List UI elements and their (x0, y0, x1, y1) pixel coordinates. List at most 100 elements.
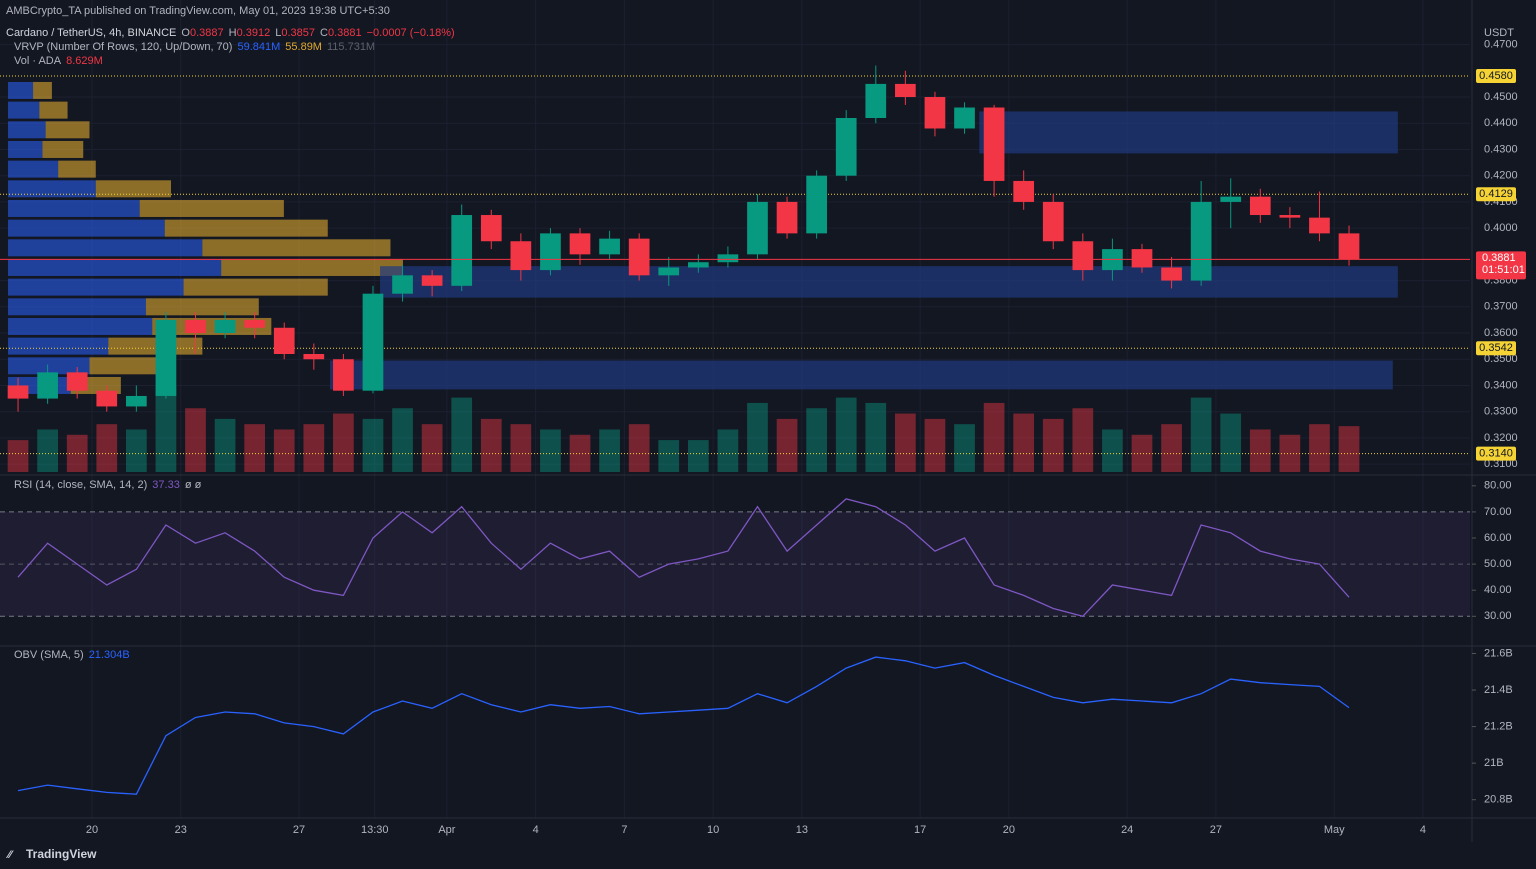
vrvp-down (42, 140, 84, 158)
level-label: 0.4580 (1479, 70, 1513, 82)
last-price-bg (1476, 251, 1526, 280)
candle-body (273, 327, 295, 354)
ohlc-value: 0.3857 (281, 27, 315, 39)
y-tick-label: 21B (1484, 757, 1504, 769)
y-tick-label: 30.00 (1484, 610, 1512, 622)
vrvp-up (8, 81, 34, 99)
candle-body (1131, 249, 1153, 268)
candle-body (1161, 267, 1182, 281)
candle-body (1338, 233, 1360, 260)
zone (330, 360, 1393, 390)
volume-bar (540, 429, 561, 472)
volume-name: Vol · ADA (14, 55, 62, 67)
y-tick-label: 0.3300 (1484, 406, 1518, 418)
ohlc-value: 0.3912 (237, 27, 271, 39)
candle-body (1013, 180, 1035, 202)
volume-bar (214, 418, 236, 472)
y-tick-label: 0.3200 (1484, 432, 1518, 444)
vrvp-up (8, 101, 40, 119)
vrvp-up (8, 258, 222, 276)
vrvp-down (58, 160, 96, 178)
volume-bar (1249, 429, 1271, 472)
x-tick-label: 23 (175, 824, 187, 836)
y-tick-label: 0.4500 (1484, 91, 1518, 103)
countdown: 01:51:01 (1482, 264, 1525, 276)
vrvp-down (45, 121, 90, 139)
candle-body (569, 233, 591, 255)
y-tick-label: 60.00 (1484, 532, 1512, 544)
candle-body (37, 372, 58, 399)
x-tick-label: 27 (1210, 824, 1222, 836)
candle-body (1279, 215, 1301, 218)
vrvp-up (8, 278, 184, 296)
volume-bar (1279, 434, 1301, 472)
legend-row: OBV (SMA, 5) 21.304B (14, 649, 130, 661)
candle-body (303, 354, 325, 360)
y-tick-label: 40.00 (1484, 584, 1512, 596)
candle-body (776, 201, 798, 234)
volume-bar (126, 429, 147, 472)
candle-body (1220, 196, 1242, 202)
candle-body (983, 107, 1005, 181)
volume-bar (658, 440, 680, 472)
candle-body (244, 319, 266, 328)
volume-bar (510, 424, 532, 472)
volume-bar (569, 434, 591, 472)
vrvp-up (8, 199, 140, 217)
x-tick-label: 4 (1420, 824, 1426, 836)
vrvp-down (89, 357, 159, 375)
ohlc-key: L (275, 27, 281, 39)
volume-bar (806, 408, 827, 472)
line (17, 656, 1350, 795)
y-tick-label: 20.8B (1484, 794, 1513, 806)
vrvp-up-label: 59.841M (237, 41, 280, 53)
x-tick-label: Apr (438, 824, 455, 836)
candle-body (362, 293, 384, 391)
y-tick-label: 0.4200 (1484, 170, 1518, 182)
candle-body (66, 372, 88, 391)
candle-body (392, 275, 413, 294)
x-tick-label: 7 (621, 824, 627, 836)
volume-bar (451, 397, 473, 472)
vrvp-up (8, 180, 96, 198)
candle-body (717, 254, 739, 263)
legend-row: Cardano / TetherUS, 4h, BINANCE O0.3887 H0… (6, 27, 455, 39)
vrvp-down (202, 239, 391, 257)
candle-body (185, 319, 206, 334)
volume-bar (747, 402, 768, 472)
x-tick-label: 27 (293, 824, 305, 836)
ohlc-value: 0.3881 (328, 27, 362, 39)
x-tick-label: 17 (914, 824, 926, 836)
vrvp-down (108, 337, 203, 355)
candle-body (155, 319, 177, 396)
vrvp-down (33, 81, 52, 99)
level-label: 0.4129 (1479, 188, 1513, 200)
vrvp-down (221, 258, 403, 276)
candle-body (747, 201, 768, 255)
candle-body (540, 233, 561, 271)
volume-last: 8.629M (66, 55, 103, 67)
volume-bar (717, 429, 739, 472)
publish-note: AMBCrypto_TA published on TradingView.co… (6, 5, 390, 17)
candle-body (1309, 217, 1330, 234)
y-tick-label: 0.3600 (1484, 327, 1518, 339)
vrvp-name: VRVP (Number Of Rows, 120, Up/Down, 70) (14, 41, 232, 53)
candle-body (1249, 196, 1271, 216)
vrvp-up (8, 337, 109, 355)
x-tick-label: 20 (1003, 824, 1015, 836)
indicator-value: 37.33 (152, 479, 180, 491)
level-label-bg (1476, 69, 1516, 84)
y-tick-label: 0.3500 (1484, 353, 1518, 365)
volume-bar (1013, 413, 1035, 472)
volume-bar (362, 418, 384, 472)
candle-body (895, 83, 916, 98)
volume-bar (776, 418, 798, 472)
vrvp-up (8, 160, 59, 178)
candle-body (658, 267, 680, 276)
volume-bar (687, 440, 709, 472)
volume-bar (983, 402, 1005, 472)
candle-body (96, 390, 118, 407)
volume-bar (1309, 424, 1330, 472)
